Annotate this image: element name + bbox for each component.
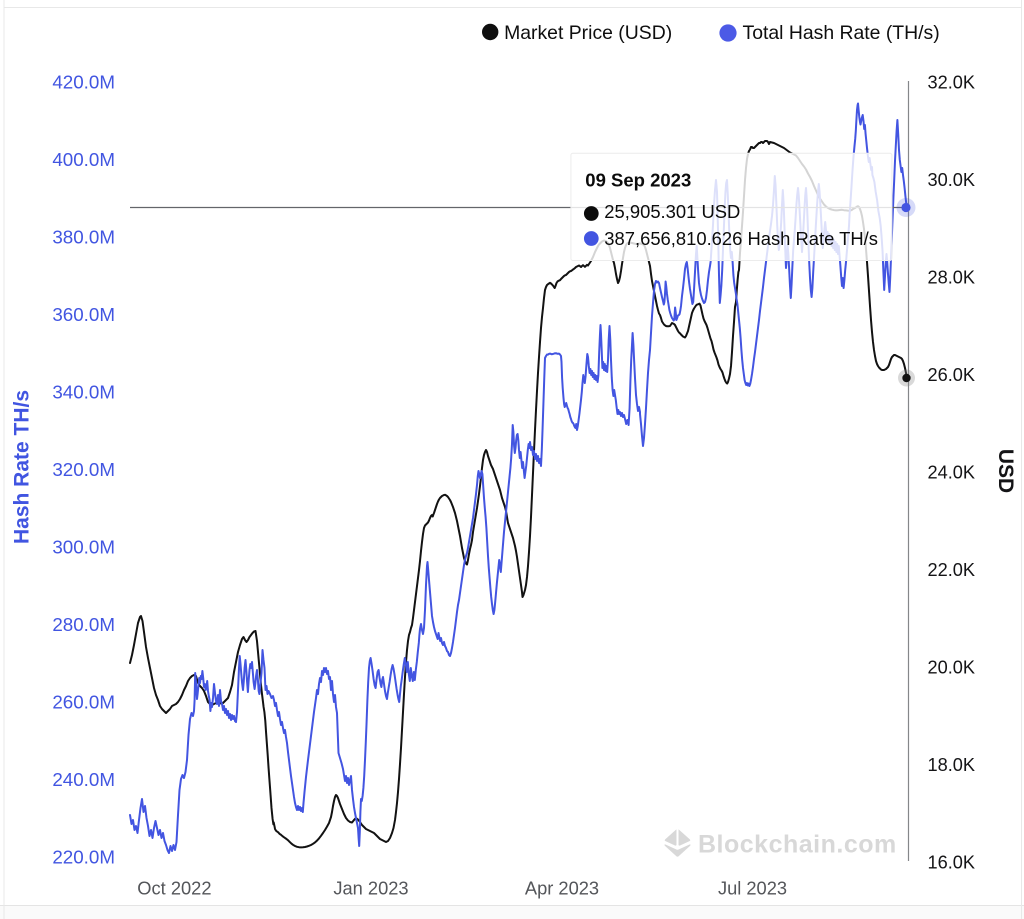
svg-text:420.0M: 420.0M: [52, 72, 115, 93]
svg-text:Hash Rate TH/s: Hash Rate TH/s: [11, 390, 34, 544]
svg-text:26.0K: 26.0K: [928, 365, 976, 385]
svg-text:22.0K: 22.0K: [928, 560, 976, 580]
svg-text:25,905.301 USD: 25,905.301 USD: [604, 201, 740, 222]
svg-text:09 Sep 2023: 09 Sep 2023: [585, 170, 691, 191]
svg-text:400.0M: 400.0M: [52, 149, 115, 170]
svg-text:240.0M: 240.0M: [52, 769, 115, 790]
svg-text:28.0K: 28.0K: [928, 268, 976, 288]
svg-text:16.0K: 16.0K: [928, 853, 976, 873]
svg-text:260.0M: 260.0M: [52, 692, 115, 713]
svg-text:Oct 2022: Oct 2022: [137, 878, 211, 899]
svg-text:Total Hash Rate (TH/s): Total Hash Rate (TH/s): [743, 22, 940, 44]
svg-text:340.0M: 340.0M: [52, 382, 115, 403]
svg-text:Jan 2023: Jan 2023: [333, 878, 408, 899]
svg-text:Jul 2023: Jul 2023: [718, 878, 787, 899]
svg-text:Blockchain.com: Blockchain.com: [698, 831, 897, 859]
svg-text:387,656,810.626 Hash Rate TH/s: 387,656,810.626 Hash Rate TH/s: [604, 228, 878, 249]
svg-text:Market Price (USD): Market Price (USD): [504, 22, 672, 44]
svg-text:USD: USD: [994, 449, 1017, 493]
svg-text:360.0M: 360.0M: [52, 304, 115, 325]
svg-text:32.0K: 32.0K: [928, 73, 976, 93]
svg-text:280.0M: 280.0M: [52, 614, 115, 635]
svg-text:20.0K: 20.0K: [928, 658, 976, 678]
svg-text:300.0M: 300.0M: [52, 537, 115, 558]
svg-text:320.0M: 320.0M: [52, 459, 115, 480]
svg-text:220.0M: 220.0M: [52, 847, 115, 868]
svg-text:380.0M: 380.0M: [52, 227, 115, 248]
svg-text:18.0K: 18.0K: [928, 755, 976, 775]
svg-text:30.0K: 30.0K: [928, 170, 976, 190]
svg-text:Apr 2023: Apr 2023: [525, 878, 599, 899]
svg-text:24.0K: 24.0K: [928, 463, 976, 483]
